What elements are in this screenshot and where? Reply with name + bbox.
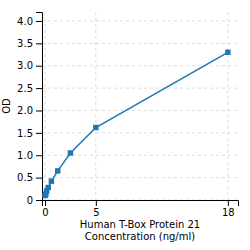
point <box>49 178 54 183</box>
tick-label: 2.5 <box>17 83 33 94</box>
y-axis: 0 0.5 1.0 1.5 2.0 2.5 3.0 3.5 4.0 <box>17 13 42 206</box>
tick-label: 1.5 <box>17 128 33 139</box>
grid <box>42 12 238 200</box>
tick-mark <box>36 88 42 89</box>
grid-line <box>42 177 238 178</box>
point <box>68 150 73 155</box>
tick: 3.0 <box>17 60 42 71</box>
x-axis-title-line: Concentration (ng/ml) <box>85 231 195 242</box>
axis-line <box>43 201 239 207</box>
tick-mark <box>36 43 42 44</box>
tick-label: 4.0 <box>17 16 33 27</box>
tick-mark <box>36 133 42 134</box>
tick-mark <box>45 200 46 206</box>
tick: 1.5 <box>17 128 42 139</box>
x-axis: 0 5 18 <box>42 200 238 218</box>
point <box>93 125 98 130</box>
tick-label: 3.5 <box>17 38 33 49</box>
grid-line <box>95 12 96 200</box>
tick-label: 18 <box>222 207 235 218</box>
line <box>45 52 228 195</box>
tick-mark <box>36 21 42 22</box>
tick-mark <box>96 200 97 206</box>
tick: 3.5 <box>17 38 42 49</box>
grid-line <box>45 12 46 200</box>
tick: 0 <box>27 195 42 206</box>
tick: 1.0 <box>17 150 42 161</box>
tick-label: 2.0 <box>17 105 33 116</box>
tick: 4.0 <box>17 16 42 27</box>
point <box>225 50 230 55</box>
tick-label: 1.0 <box>17 150 33 161</box>
point <box>45 185 50 190</box>
x-axis-title: Human T-Box Protein 21Concentration (ng/… <box>80 219 200 242</box>
tick-mark <box>36 200 42 201</box>
tick-mark <box>36 110 42 111</box>
grid-line <box>42 65 238 66</box>
tick-label: 0 <box>42 207 48 218</box>
axis-line <box>36 13 43 201</box>
marks <box>42 50 230 199</box>
tick-mark <box>36 178 42 179</box>
chart: 0 5 18 0 0.5 1.0 1.5 2.0 2.5 3.0 3.5 4.0 Human T-Box… <box>0 0 250 250</box>
grid-line <box>42 88 238 89</box>
tick-mark <box>36 66 42 67</box>
grid-line <box>42 132 238 133</box>
grid-line <box>42 20 238 21</box>
tick: 2.5 <box>17 83 42 94</box>
plot: 0 5 18 0 0.5 1.0 1.5 2.0 2.5 3.0 3.5 4.0 Human T-Box… <box>1 12 239 242</box>
grid-line <box>227 12 228 200</box>
tick-label: 5 <box>93 207 99 218</box>
tick-mark <box>228 200 229 206</box>
tick-label: 0.5 <box>17 172 33 183</box>
tick: 2.0 <box>17 105 42 116</box>
grid-line <box>42 43 238 44</box>
x-axis-title-line: Human T-Box Protein 21 <box>80 219 200 230</box>
grid-line <box>42 110 238 111</box>
tick-mark <box>36 155 42 156</box>
tick: 0.5 <box>17 172 42 183</box>
point <box>55 168 60 173</box>
tick: 0 <box>42 200 48 218</box>
y-axis-title: OD <box>1 98 12 114</box>
tick: 5 <box>93 200 99 218</box>
tick-label: 0 <box>27 195 33 206</box>
tick: 18 <box>222 200 235 218</box>
tick-label: 3.0 <box>17 60 33 71</box>
